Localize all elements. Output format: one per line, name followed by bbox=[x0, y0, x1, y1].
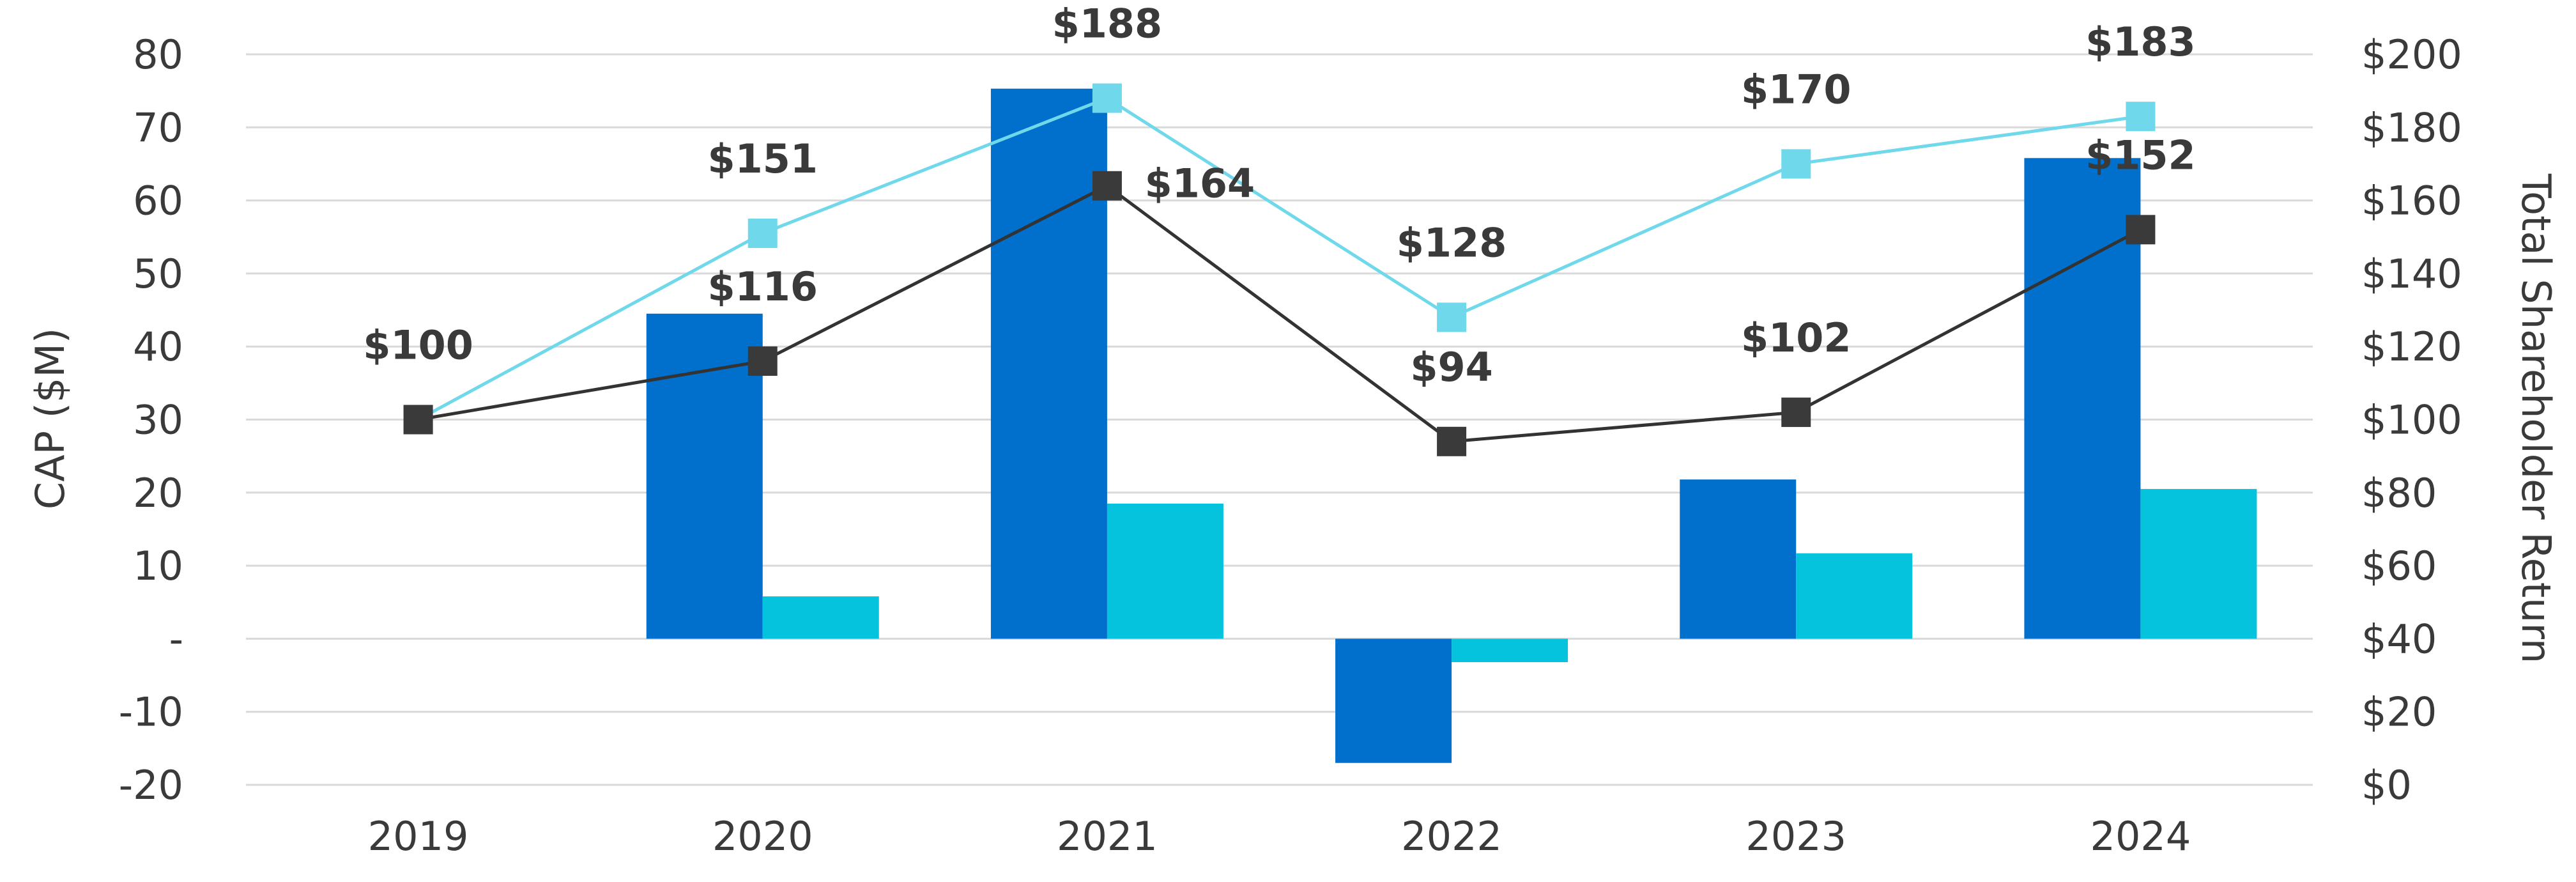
bar-1 bbox=[1680, 479, 1797, 639]
line-2-marker bbox=[403, 405, 433, 435]
right-tick-label: $20 bbox=[2361, 689, 2437, 736]
right-tick-label: $0 bbox=[2361, 762, 2412, 808]
x-tick-label: 2019 bbox=[368, 813, 469, 860]
data-label: $164 bbox=[1145, 160, 1255, 207]
bar-1 bbox=[2024, 158, 2141, 639]
right-tick-label: $60 bbox=[2361, 543, 2437, 589]
left-tick-label: 80 bbox=[133, 31, 183, 78]
left-tick-label: 50 bbox=[133, 251, 183, 297]
right-tick-label: $80 bbox=[2361, 470, 2437, 516]
x-tick-label: 2023 bbox=[1745, 813, 1846, 860]
line-2-marker bbox=[1437, 426, 1467, 456]
gridlines bbox=[246, 53, 2313, 786]
left-tick-label: - bbox=[169, 615, 183, 662]
data-label: $152 bbox=[2085, 132, 2196, 178]
x-tick-label: 2020 bbox=[712, 813, 813, 860]
right-tick-label: $160 bbox=[2361, 178, 2462, 224]
left-tick-label: 10 bbox=[133, 543, 183, 589]
data-label: $170 bbox=[1741, 66, 1851, 112]
line-2-marker bbox=[747, 346, 778, 376]
line-2-marker bbox=[2126, 215, 2156, 245]
data-label: $183 bbox=[2085, 19, 2196, 65]
left-tick-label: -20 bbox=[119, 762, 183, 808]
bar-2 bbox=[1796, 553, 1913, 639]
line-1-marker bbox=[1092, 83, 1122, 113]
bar-series bbox=[646, 88, 2257, 763]
left-tick-label: 40 bbox=[133, 323, 183, 370]
line-2-marker bbox=[1781, 398, 1811, 428]
line-1-marker bbox=[2126, 102, 2156, 132]
bar-1 bbox=[990, 88, 1107, 639]
data-label: $102 bbox=[1741, 314, 1851, 361]
left-tick-label: 60 bbox=[133, 178, 183, 224]
bar-2 bbox=[762, 596, 879, 639]
line-2 bbox=[418, 183, 2142, 444]
bar-2 bbox=[1452, 638, 1568, 662]
line-1-marker bbox=[747, 219, 778, 249]
right-axis-ticks: $200 $180 $160 $140 $120 $100 $80 $60 $40 $20 $0 bbox=[2361, 31, 2462, 808]
left-tick-label: 30 bbox=[133, 397, 183, 444]
right-tick-label: $180 bbox=[2361, 104, 2462, 151]
data-label: $128 bbox=[1397, 219, 1507, 266]
left-tick-label: 70 bbox=[133, 104, 183, 151]
bar-2 bbox=[1107, 503, 1223, 639]
x-tick-label: 2022 bbox=[1401, 813, 1502, 860]
line-markers bbox=[403, 83, 2156, 456]
line-1-marker bbox=[1781, 149, 1811, 179]
right-tick-label: $140 bbox=[2361, 251, 2462, 297]
bar-1 bbox=[646, 313, 763, 639]
data-labels: $100 $151 $188 $128 $170 $183 $116 $164 $94 $102 $… bbox=[363, 1, 2195, 391]
right-tick-label: $100 bbox=[2361, 397, 2462, 444]
x-tick-label: 2021 bbox=[1057, 813, 1158, 860]
bar-1 bbox=[1335, 638, 1452, 763]
line-1-marker bbox=[1437, 302, 1467, 332]
right-tick-label: $200 bbox=[2361, 31, 2462, 78]
data-label: $94 bbox=[1410, 344, 1492, 391]
data-label: $116 bbox=[707, 263, 818, 310]
line-2-marker bbox=[1092, 171, 1122, 201]
right-tick-label: $120 bbox=[2361, 323, 2462, 370]
x-axis-ticks: 2019 2020 2021 2022 2023 2024 bbox=[368, 813, 2191, 860]
left-axis-ticks: 80 70 60 50 40 30 20 10 - -10 -20 bbox=[119, 31, 183, 808]
data-label: $100 bbox=[363, 322, 473, 369]
x-tick-label: 2024 bbox=[2090, 813, 2191, 860]
right-tick-label: $40 bbox=[2361, 615, 2437, 662]
line-1 bbox=[417, 96, 2141, 421]
left-tick-label: -10 bbox=[119, 689, 183, 736]
right-axis-title: Total Shareholder Return bbox=[2513, 173, 2559, 663]
bar-2 bbox=[2140, 489, 2257, 639]
data-label: $151 bbox=[707, 135, 818, 182]
data-label: $188 bbox=[1052, 1, 1163, 47]
left-tick-label: 20 bbox=[133, 470, 183, 516]
line-series bbox=[417, 96, 2142, 444]
left-axis-title: CAP ($M) bbox=[27, 328, 73, 509]
